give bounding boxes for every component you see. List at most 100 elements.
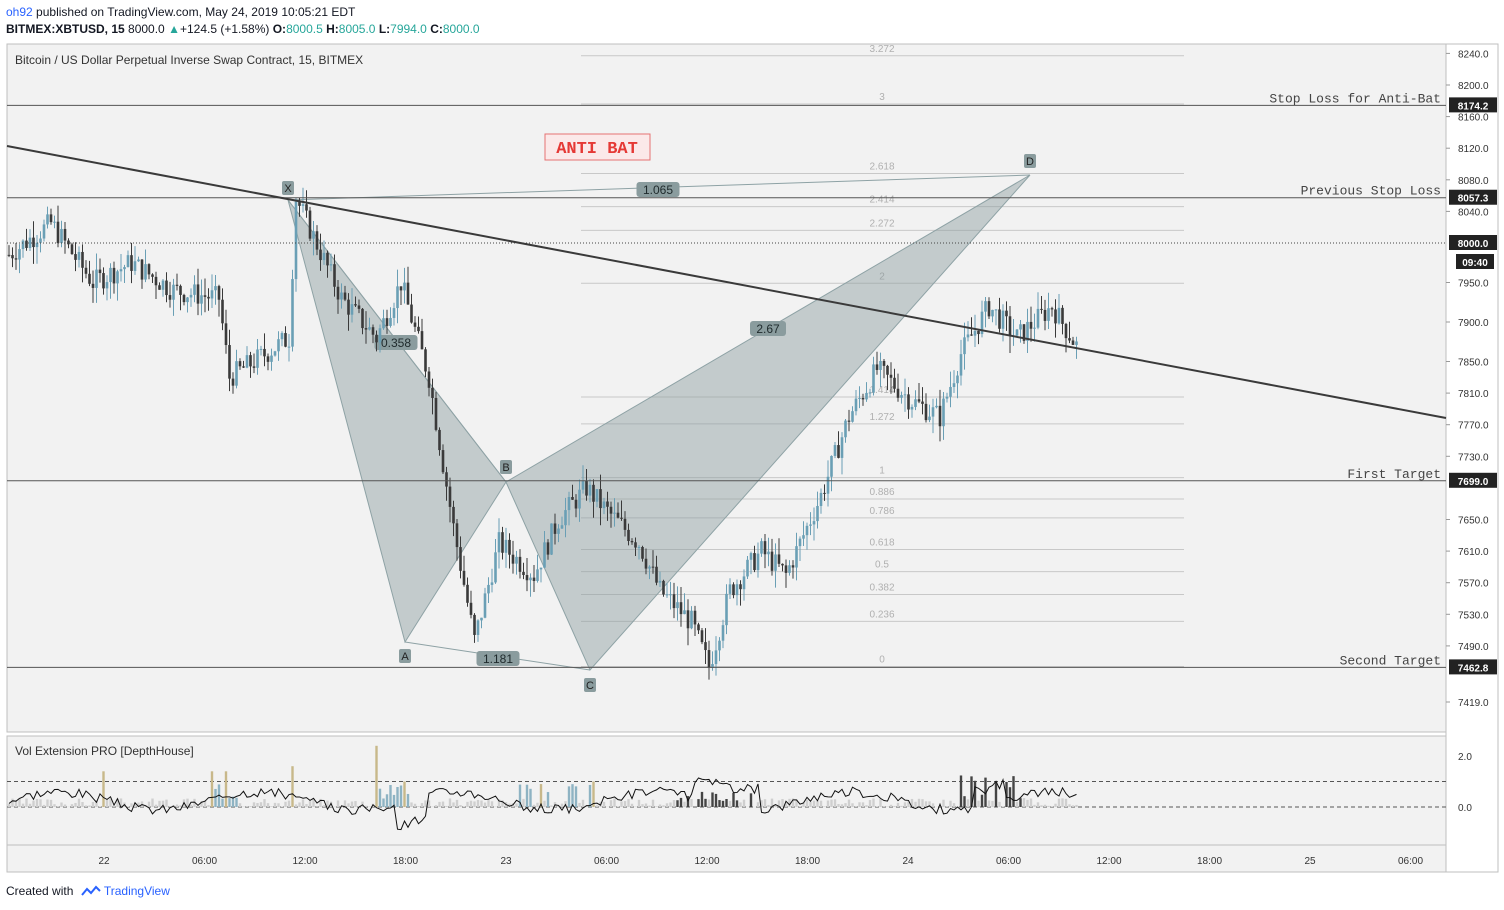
volume-bar [602,801,606,807]
candle-down [1043,309,1047,321]
volume-bar [266,803,270,807]
candle-up [291,279,294,347]
pattern-point-c: C [586,680,594,692]
volume-bar [305,804,308,807]
candle-up [193,284,196,295]
candle-down [630,540,634,543]
pattern-point-badge [282,181,294,195]
candle-up [966,334,970,338]
volume-bar [263,799,266,807]
volume-bar [1012,776,1015,807]
fib-label: 0.618 [869,538,894,549]
volume-bar [196,805,200,807]
indicator-title: Vol Extension PRO [DepthHouse] [15,744,194,758]
candle-up [746,559,749,577]
candle-up [581,480,585,490]
candle-up [21,240,25,250]
volume-bar [851,803,854,807]
candle-up [1026,321,1029,341]
volume-bar [735,800,739,807]
candle-up [956,375,959,384]
candle-up [973,330,977,336]
candle-down [319,249,322,261]
fib-label: 0.236 [869,609,894,620]
candle-down [399,286,403,291]
volume-bar [525,784,529,807]
candle-down [165,280,168,296]
volume-bar [683,801,686,807]
candle-up [494,552,497,583]
candle-down [308,210,312,239]
pattern-point-badge [399,649,411,663]
candle-down [238,361,242,367]
trendline [6,145,1447,419]
volume-bar [658,804,662,807]
candle-up [721,625,725,641]
candle-down [616,512,620,518]
candle-down [224,323,228,346]
candle-down [473,614,476,635]
candle-down [1071,340,1075,345]
volume-bar [200,801,203,807]
candle-up [980,311,984,335]
volume-bar [60,802,63,807]
candle-up [676,602,679,609]
volume-bar [375,745,378,807]
candle-up [214,286,217,291]
candle-down [599,489,602,509]
time-tick-label: 06:00 [192,856,217,867]
volume-bar [837,803,840,807]
volume-bar [609,800,613,807]
volume-bar [732,792,735,807]
candle-down [1061,307,1064,324]
volume-bar [655,806,658,807]
last-price: 8000.0 [128,22,165,36]
candle-up [802,535,805,539]
volume-bar [161,800,165,807]
candle-up [189,294,193,298]
volume-bar [210,771,214,807]
volume-bar [543,800,546,807]
price-tick-label: 7900.0 [1458,318,1489,329]
low-value: 7994.0 [390,22,427,36]
volume-bar [308,801,312,807]
candle-down [763,541,767,555]
volume-bar [462,806,466,807]
candle-up [952,383,956,387]
price-label-badge [1449,472,1497,488]
candle-up [812,521,816,525]
volume-bar [889,804,893,807]
fib-label: 0.5 [875,560,889,571]
volume-bar [777,800,781,807]
price-tick-label: 8120.0 [1458,144,1489,155]
countdown-value: 09:40 [1462,258,1488,269]
volume-bar [704,798,707,807]
author-link[interactable]: oh92 [6,5,33,19]
price-tick-label: 7419.0 [1458,698,1489,709]
volume-bar [154,804,158,807]
candle-down [266,356,270,362]
volume-bar [84,805,88,807]
volume-bar [116,798,119,807]
candle-down [413,322,417,327]
fib-label: 0.786 [869,506,894,517]
volume-bar [287,800,291,807]
footer-brand-link[interactable]: TradingView [103,884,170,898]
publish-text: published on TradingView.com, May 24, 20… [36,5,356,19]
fib-label: 3 [879,92,885,103]
candle-down [63,228,67,241]
candle-up [949,386,952,397]
volume-bar [245,806,249,807]
candle-down [70,244,74,255]
volume-bar [917,798,921,807]
candle-down [445,472,448,487]
candle-up [851,411,854,422]
volume-bar [742,799,746,807]
volume-bar [707,799,711,807]
candle-down [571,497,574,500]
candle-down [102,273,105,289]
candle-down [889,374,893,378]
candle-down [1029,321,1033,329]
volume-bar [469,800,473,807]
